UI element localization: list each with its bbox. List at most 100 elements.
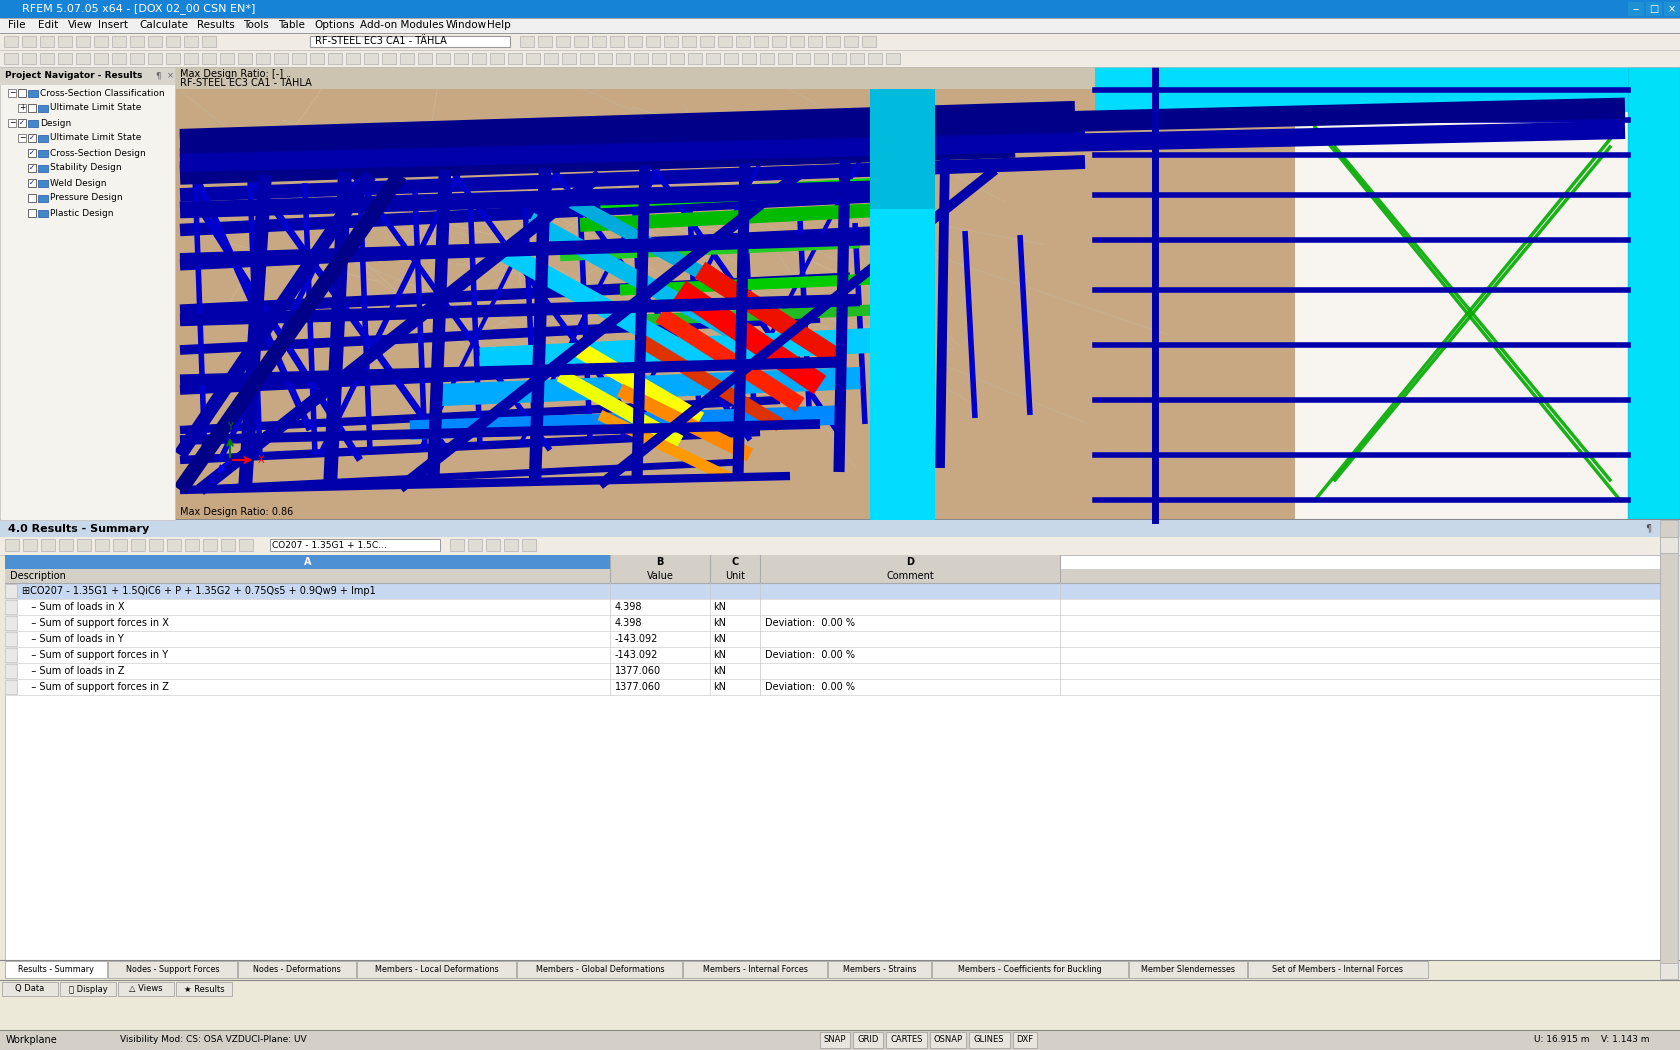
Text: X: X	[259, 455, 265, 465]
Bar	[274, 52, 287, 64]
Bar	[1628, 67, 1680, 520]
Bar	[469, 539, 482, 551]
Bar	[202, 36, 217, 47]
Bar	[862, 36, 875, 47]
Bar	[29, 90, 39, 97]
Text: kN: kN	[712, 602, 726, 612]
Text: DXF: DXF	[1016, 1035, 1033, 1045]
Bar	[239, 539, 254, 551]
Bar	[18, 89, 25, 97]
Text: 1377.060: 1377.060	[615, 682, 662, 692]
Text: kN: kN	[712, 666, 726, 676]
Bar	[29, 134, 35, 142]
Bar	[76, 52, 91, 64]
Bar	[885, 1032, 927, 1048]
Text: ¶: ¶	[1645, 524, 1651, 533]
Bar	[491, 52, 504, 64]
Text: D: D	[906, 556, 914, 567]
Text: Stability Design: Stability Design	[50, 164, 121, 172]
Bar	[526, 52, 539, 64]
Bar	[148, 36, 161, 47]
Bar	[39, 135, 49, 142]
Bar	[931, 1032, 966, 1048]
Bar	[0, 67, 175, 520]
Bar	[706, 52, 721, 64]
Bar	[0, 1030, 1680, 1050]
Bar	[0, 960, 1660, 978]
Bar	[129, 36, 144, 47]
Text: Design: Design	[40, 119, 71, 127]
Text: kN: kN	[712, 650, 726, 660]
Bar	[5, 584, 17, 598]
Text: Unit: Unit	[726, 571, 744, 581]
Text: ✓: ✓	[18, 120, 25, 126]
Bar	[270, 539, 440, 551]
Bar	[166, 52, 180, 64]
Bar	[0, 980, 600, 998]
Bar	[39, 195, 49, 202]
Text: Member Slendernesses: Member Slendernesses	[1141, 965, 1235, 973]
Bar	[113, 36, 126, 47]
Text: Visibility Mod: CS: OSA VZDUCI-Plane: UV: Visibility Mod: CS: OSA VZDUCI-Plane: UV	[119, 1035, 307, 1045]
Bar	[109, 961, 237, 978]
Bar	[77, 539, 91, 551]
Bar	[175, 67, 1095, 520]
Bar	[610, 36, 623, 47]
Text: Window: Window	[445, 21, 487, 30]
Bar	[828, 961, 931, 978]
Text: 4.398: 4.398	[615, 618, 642, 628]
Bar	[1628, 2, 1645, 16]
Bar	[556, 36, 570, 47]
Bar	[724, 52, 738, 64]
Bar	[5, 600, 17, 614]
Bar	[166, 36, 180, 47]
Bar	[150, 539, 163, 551]
Text: ✓: ✓	[29, 165, 35, 171]
Bar	[5, 555, 610, 569]
Text: Deviation:  0.00 %: Deviation: 0.00 %	[764, 682, 855, 692]
Bar	[0, 67, 175, 85]
Text: SNAP: SNAP	[823, 1035, 847, 1045]
Bar	[29, 149, 35, 158]
Bar	[39, 210, 49, 217]
Text: Cross-Section Design: Cross-Section Design	[50, 148, 146, 158]
Text: ⊞CO207 - 1.35G1 + 1.5QiC6 + P + 1.35G2 + 0.75Qs5 + 0.9Qw9 + Imp1: ⊞CO207 - 1.35G1 + 1.5QiC6 + P + 1.35G2 +…	[22, 586, 376, 596]
Bar	[29, 120, 39, 127]
Text: Set of Members - Internal Forces: Set of Members - Internal Forces	[1272, 965, 1403, 973]
Bar	[538, 36, 553, 47]
Bar	[8, 119, 17, 127]
Bar	[346, 52, 360, 64]
Text: – Sum of support forces in Z: – Sum of support forces in Z	[22, 682, 170, 692]
Text: ✓: ✓	[29, 150, 35, 156]
Bar	[18, 104, 25, 112]
Text: Members - Coefficients for Buckling: Members - Coefficients for Buckling	[958, 965, 1102, 973]
Text: 1377.060: 1377.060	[615, 666, 662, 676]
Bar	[968, 1032, 1010, 1048]
Bar	[1660, 537, 1678, 553]
Bar	[1095, 67, 1628, 112]
Text: kN: kN	[712, 682, 726, 692]
Bar	[60, 982, 116, 996]
Text: △ Views: △ Views	[129, 985, 163, 993]
Bar	[0, 18, 1680, 33]
Bar	[5, 663, 1660, 679]
Bar	[575, 36, 588, 47]
Bar	[18, 134, 25, 142]
Text: Plastic Design: Plastic Design	[50, 209, 114, 217]
Bar	[617, 52, 630, 64]
Text: CARTES: CARTES	[890, 1035, 922, 1045]
Bar	[869, 52, 882, 64]
Bar	[628, 36, 642, 47]
Text: Z: Z	[210, 475, 217, 485]
Text: Max Design Ratio: 0.86: Max Design Ratio: 0.86	[180, 507, 294, 517]
Bar	[754, 36, 768, 47]
Text: Pressure Design: Pressure Design	[50, 193, 123, 203]
Bar	[5, 615, 1660, 631]
Bar	[29, 194, 35, 202]
Text: ⌕ Display: ⌕ Display	[69, 985, 108, 993]
Bar	[820, 1032, 850, 1048]
Text: View: View	[67, 21, 92, 30]
Text: ¶: ¶	[155, 71, 160, 81]
Bar	[22, 36, 35, 47]
Bar	[796, 52, 810, 64]
